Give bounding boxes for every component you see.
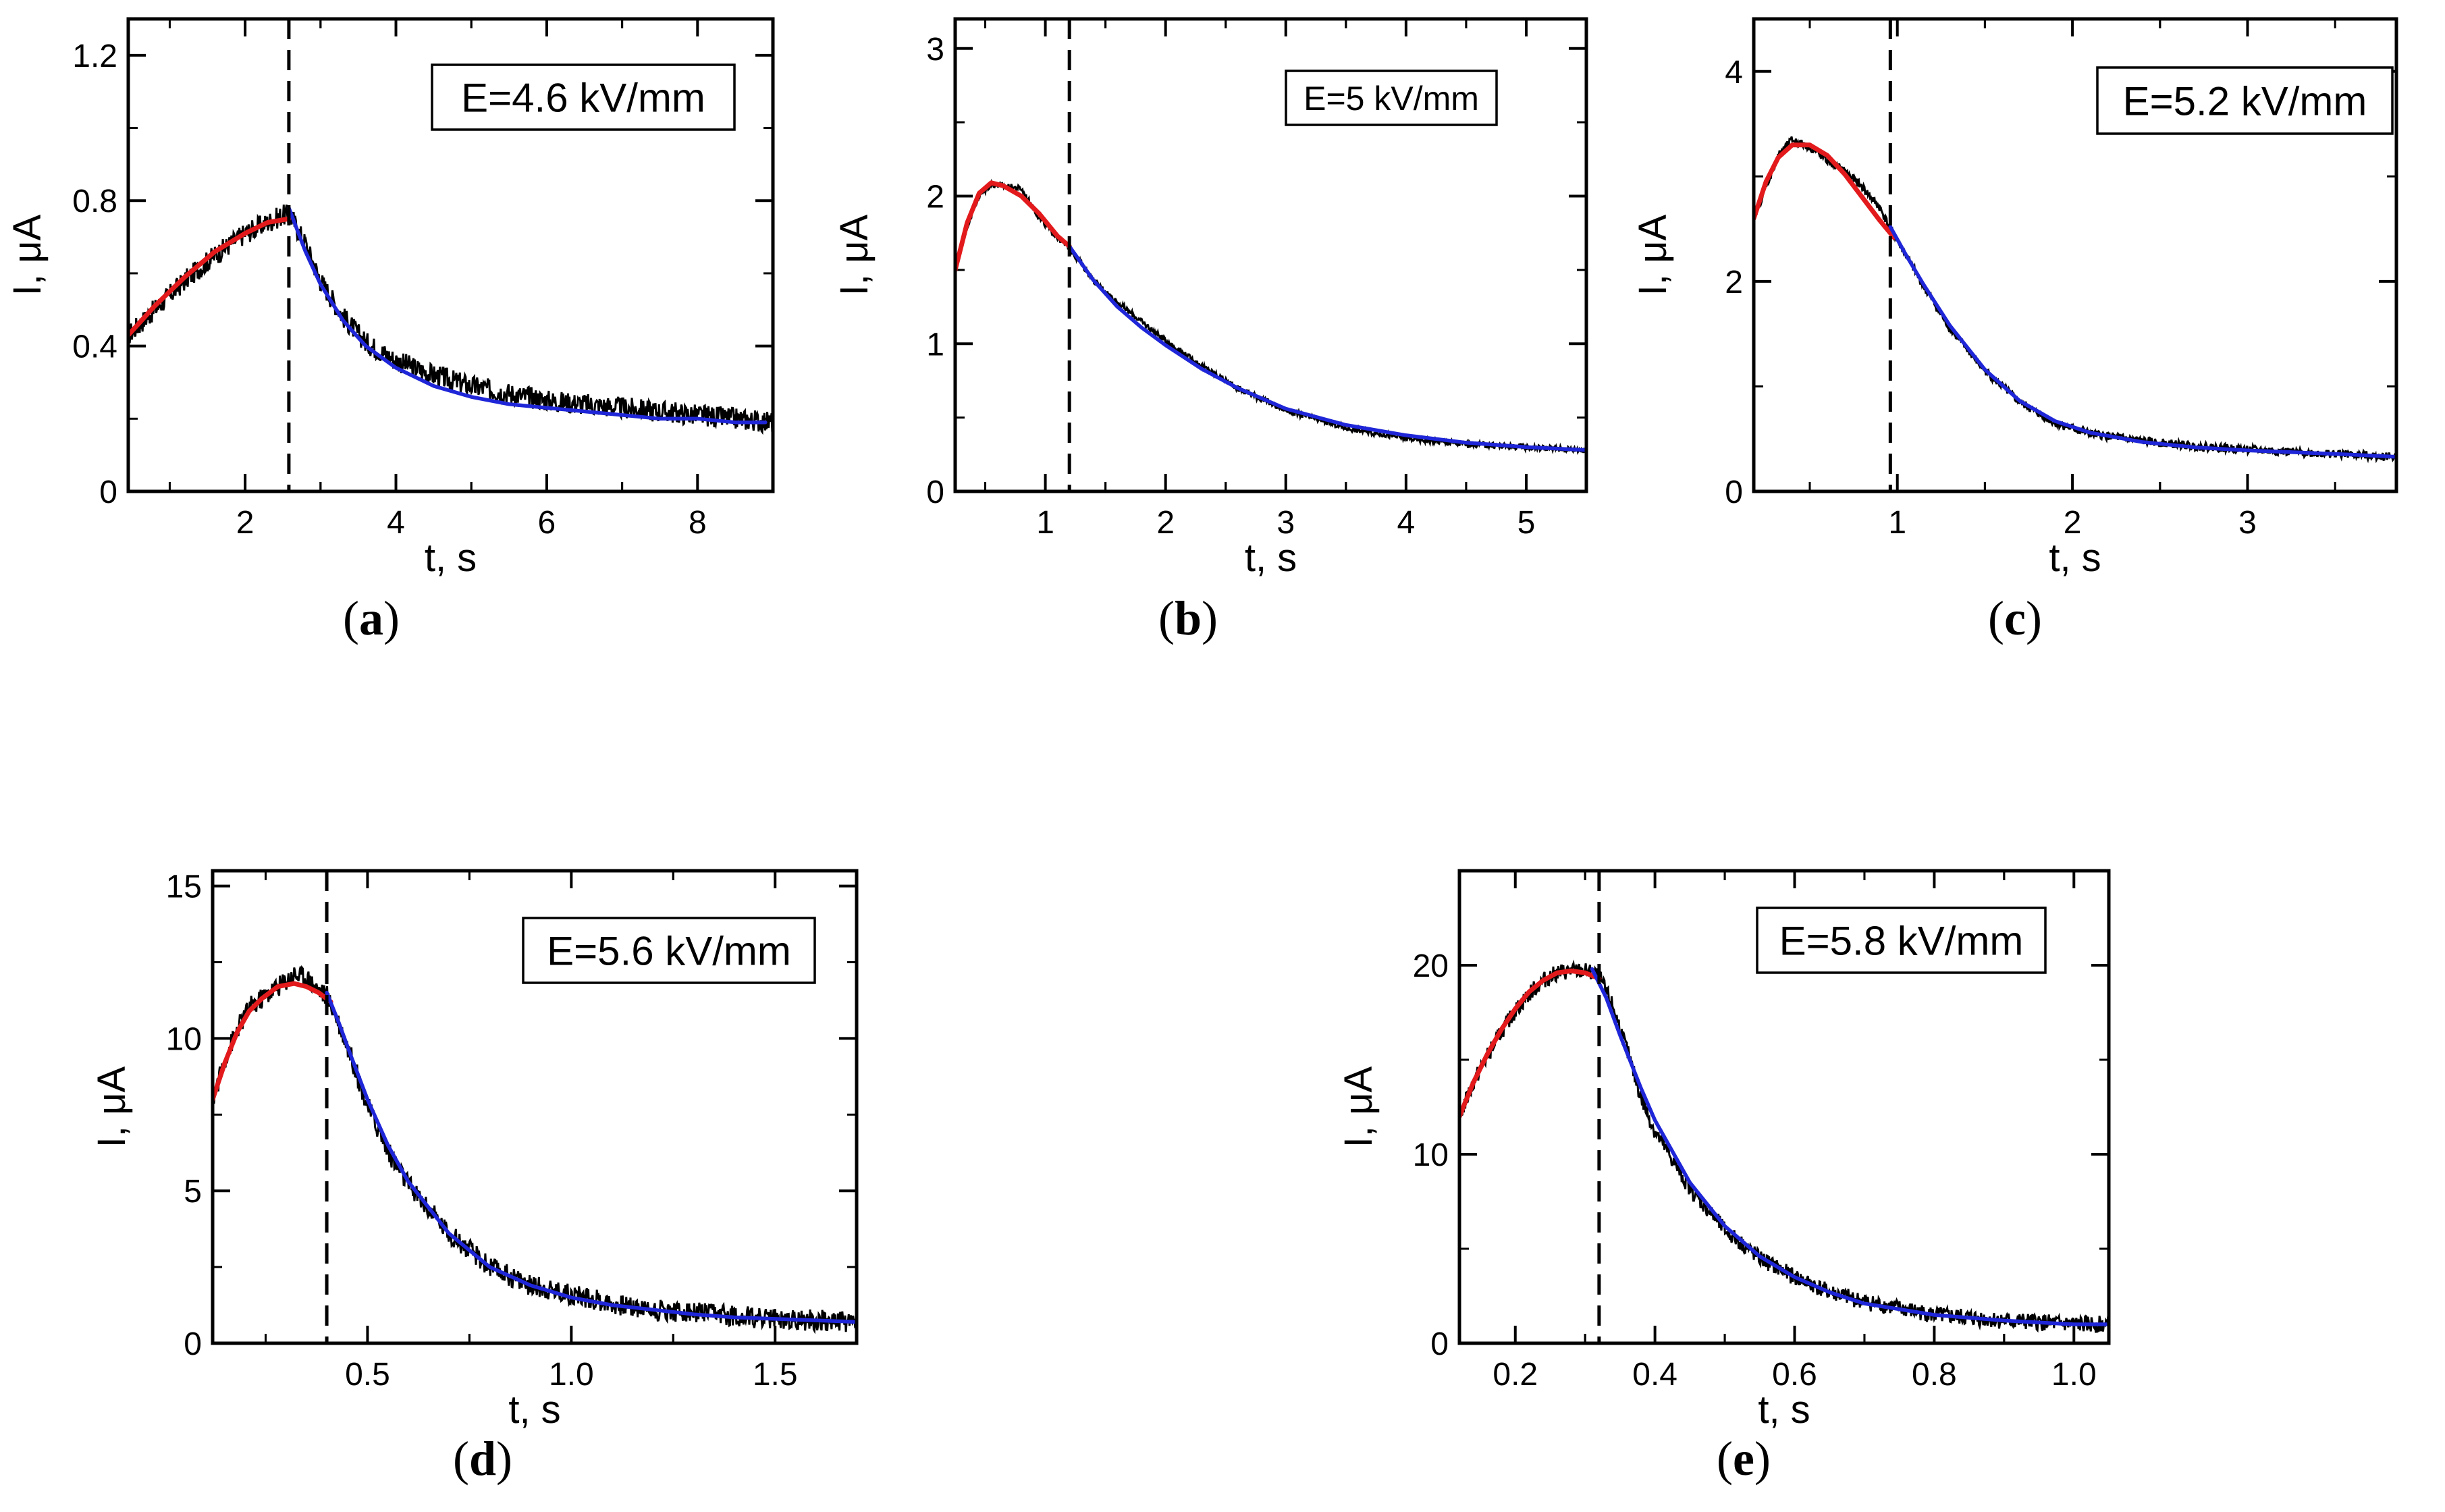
y-axis-label: I, μA: [5, 214, 49, 296]
x-tick-label: 6: [538, 505, 556, 541]
legend-text: E=5.2 kV/mm: [2123, 79, 2367, 124]
x-tick-label: 0.6: [1772, 1357, 1817, 1393]
y-axis-label: I, μA: [832, 214, 876, 296]
y-tick-label: 0.8: [72, 184, 117, 219]
y-tick-label: 1: [926, 327, 944, 362]
x-axis-label: t, s: [1245, 536, 1297, 580]
plot-frame: [211, 869, 859, 1345]
series-measured-current: [213, 965, 857, 1334]
x-axis-label: t, s: [1758, 1388, 1810, 1432]
y-tick-label: 4: [1725, 55, 1743, 90]
x-tick-label: 5: [1517, 505, 1536, 541]
panel-a: 2 4 6 8 0 0.4 0.8 1.2 E=4.6 kV/mm t, s I, μA (a): [5, 17, 775, 645]
x-tick-label: 3: [1277, 505, 1295, 541]
y-tick-label: 5: [184, 1174, 202, 1210]
y-axis-label: I, μA: [1631, 214, 1675, 296]
y-tick-label: 0: [1725, 475, 1743, 510]
x-tick-label: 0.8: [1912, 1357, 1957, 1393]
legend-text: E=5.6 kV/mm: [547, 929, 791, 974]
y-tick-label: 3: [926, 32, 944, 68]
plot-frame: [126, 17, 775, 493]
x-tick-label: 1: [1888, 505, 1906, 541]
y-tick-label: 1.2: [72, 38, 117, 74]
x-tick-label: 1.0: [2051, 1357, 2097, 1393]
x-tick-label: 8: [689, 505, 707, 541]
legend-text: E=5 kV/mm: [1304, 80, 1479, 117]
y-axis-label: I, μA: [1337, 1066, 1380, 1148]
x-tick-label: 0.2: [1493, 1357, 1538, 1393]
panel-label: (c): [1988, 591, 2042, 645]
legend-text: E=5.8 kV/mm: [1779, 919, 2024, 964]
x-tick-label: 2: [1156, 505, 1175, 541]
series-decay-fit: [1590, 967, 2109, 1326]
legend-box: [431, 63, 736, 131]
panel-label: (e): [1717, 1432, 1771, 1486]
series-rise-fit: [213, 981, 333, 1102]
plot-frame: [953, 17, 1588, 493]
x-tick-label: 1.0: [549, 1357, 594, 1393]
x-tick-label: 2: [236, 505, 254, 541]
panel-label: (a): [343, 591, 400, 645]
series-rise-fit: [1754, 142, 1896, 240]
x-tick-label: 0.5: [345, 1357, 390, 1393]
y-tick-label: 2: [926, 180, 944, 215]
y-tick-label: 0.4: [72, 329, 117, 365]
panel-e: 0.2 0.4 0.6 0.8 1.0 0 10 20 E=5.8 kV/mm t, s I, μA…: [1337, 869, 2111, 1486]
plot-frame: [1457, 869, 2111, 1345]
x-axis-label: t, s: [425, 536, 477, 580]
legend-box: [1285, 70, 1498, 126]
x-tick-label: 0.4: [1632, 1357, 1677, 1393]
legend-box: [1756, 907, 2047, 974]
x-axis-label: t, s: [508, 1388, 560, 1432]
legend-text: E=4.6 kV/mm: [461, 76, 705, 121]
series-decay-fit: [1888, 225, 2396, 459]
y-axis-label: I, μA: [90, 1066, 134, 1148]
panel-c: 1 2 3 0 2 4 E=5.2 kV/mm t, s I, μA (c): [1631, 17, 2398, 645]
series-decay-fit: [287, 206, 768, 425]
x-tick-label: 4: [1397, 505, 1416, 541]
y-tick-label: 15: [166, 869, 202, 905]
panel-d: 0.5 1.0 1.5 0 5 10 15 E=5.6 kV/mm t, s I, μA (d): [90, 869, 859, 1486]
y-tick-label: 0: [184, 1326, 202, 1362]
series-rise-fit: [1459, 968, 1602, 1119]
series-decay-fit: [1067, 244, 1586, 452]
panel-label: (d): [453, 1432, 512, 1486]
y-tick-label: 10: [166, 1021, 202, 1057]
x-tick-label: 1.5: [753, 1357, 798, 1393]
series-rise-fit: [128, 216, 292, 338]
x-tick-label: 4: [387, 505, 405, 541]
x-axis-label: t, s: [2049, 536, 2101, 580]
x-tick-label: 1: [1036, 505, 1054, 541]
series-measured-current: [128, 205, 773, 435]
series-measured-current: [1754, 136, 2396, 464]
y-tick-label: 0: [99, 475, 117, 510]
plot-frame: [1752, 17, 2398, 493]
y-tick-label: 10: [1413, 1137, 1449, 1173]
legend-box: [2096, 66, 2394, 135]
y-tick-label: 20: [1413, 948, 1449, 984]
y-tick-label: 2: [1725, 265, 1743, 300]
legend-box: [522, 917, 816, 984]
series-rise-fit: [955, 180, 1072, 273]
panel-label: (b): [1158, 591, 1218, 645]
series-decay-fit: [325, 990, 857, 1324]
panel-b: 1 2 3 4 5 0 1 2 3 E=5 kV/mm t, s I, μA (b): [832, 17, 1588, 645]
y-tick-label: 0: [926, 475, 944, 510]
x-tick-label: 2: [2064, 505, 2082, 541]
x-tick-label: 3: [2238, 505, 2257, 541]
y-tick-label: 0: [1430, 1326, 1449, 1362]
series-measured-current: [1459, 959, 2109, 1333]
